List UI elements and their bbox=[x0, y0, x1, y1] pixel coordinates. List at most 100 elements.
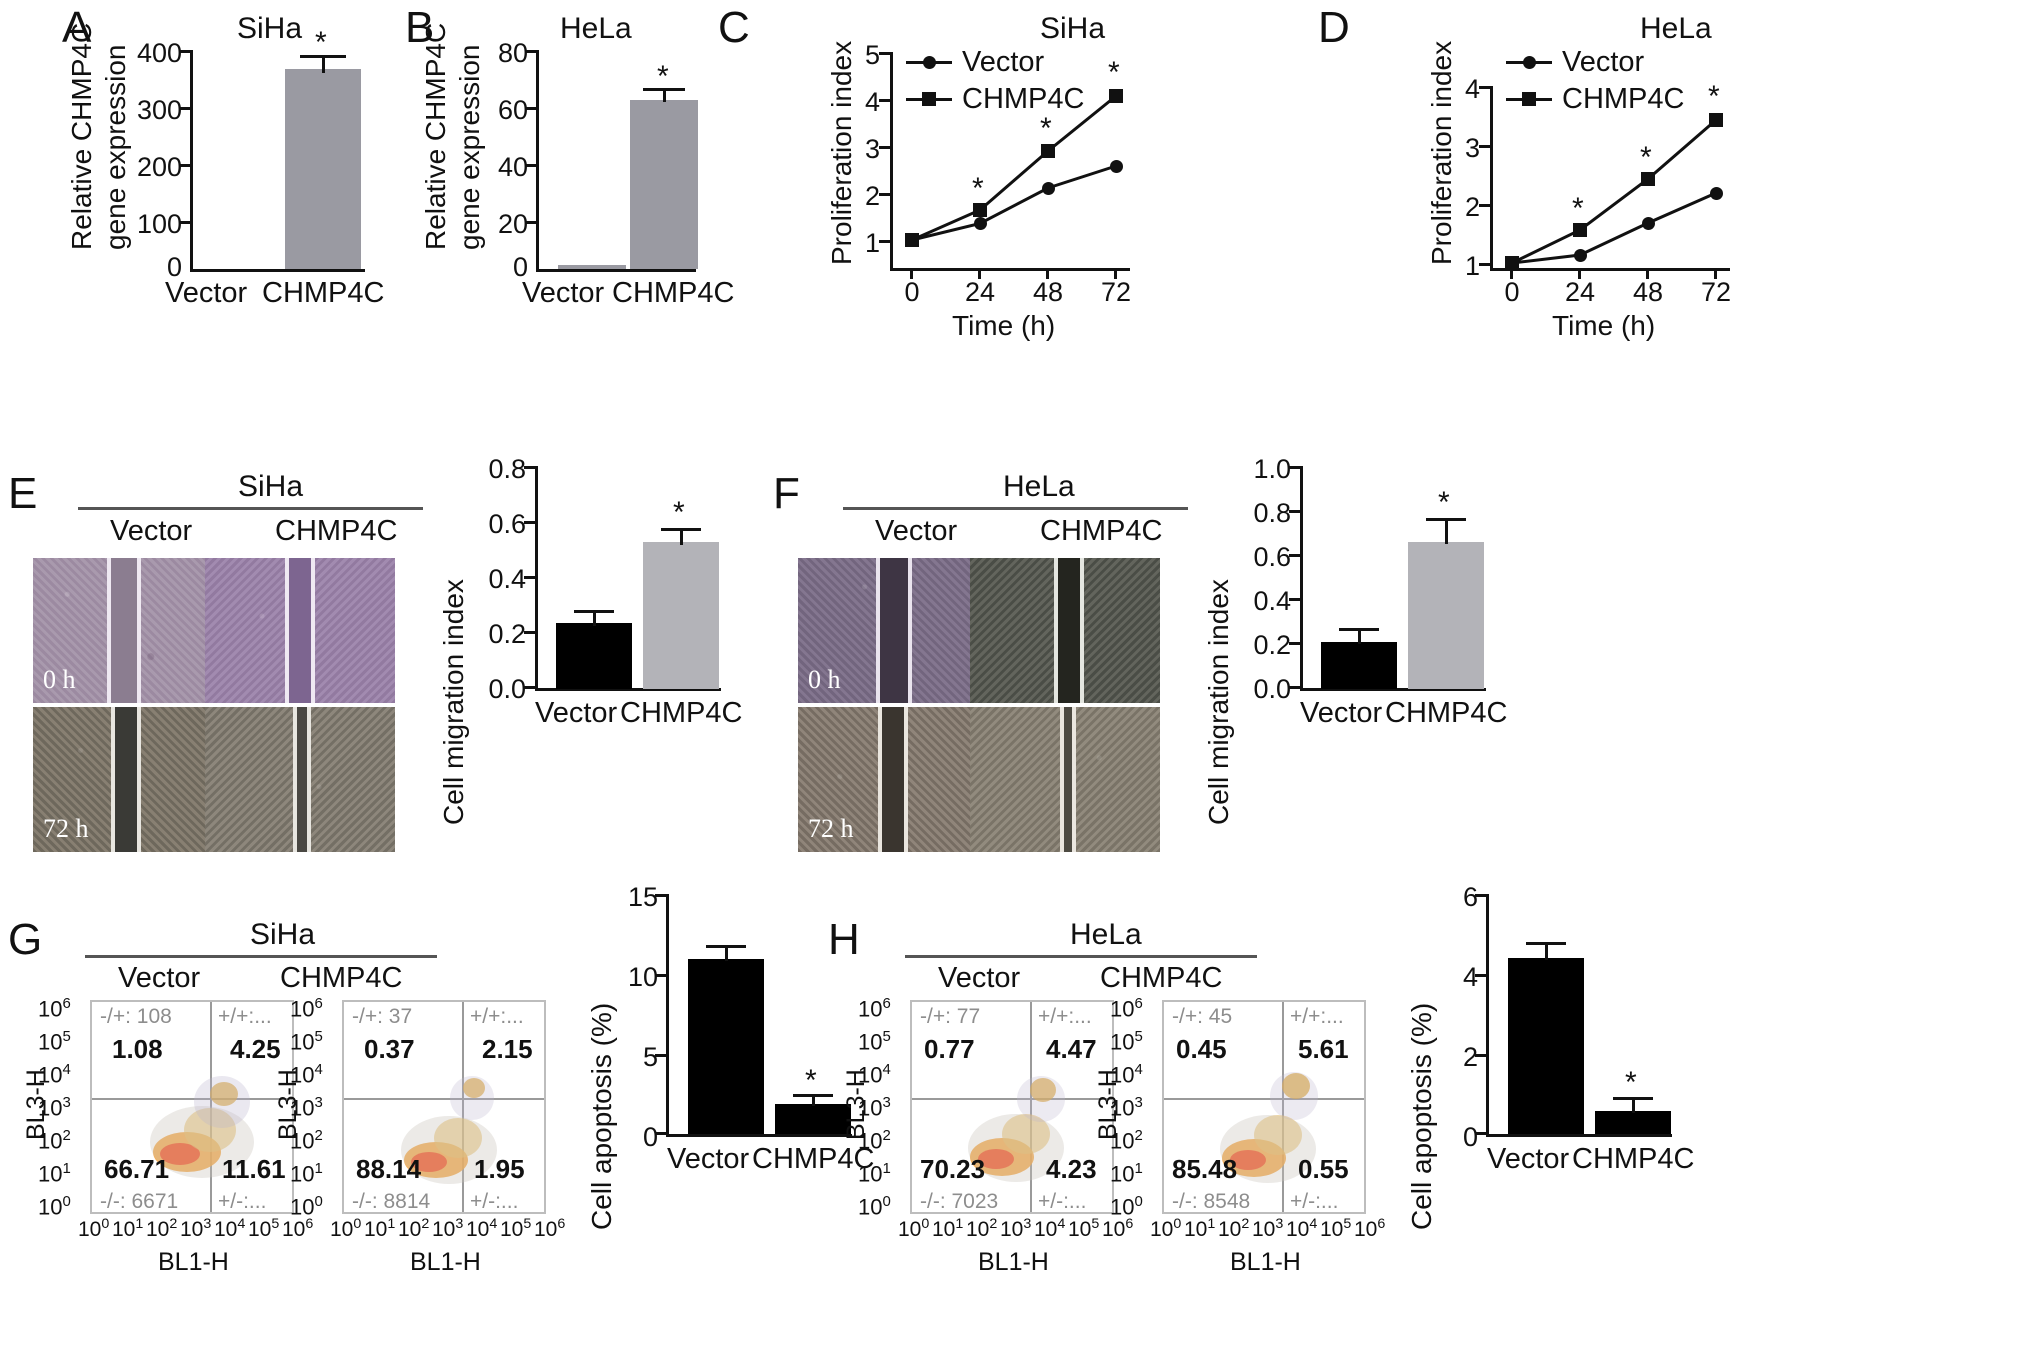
panel-b-error-chmp4c bbox=[663, 88, 666, 102]
panel-f-image-vector-72h: 72 h bbox=[798, 707, 988, 852]
panel-b-tick-60 bbox=[525, 107, 536, 110]
panel-b-category-chmp4c: CHMP4C bbox=[612, 277, 735, 309]
panel-c-xlabel-0: 0 bbox=[904, 277, 920, 307]
panel-h-header-rule bbox=[905, 955, 1257, 958]
panel-g-plot1-count-ul: -/+: 108 bbox=[100, 1005, 172, 1028]
panel-g-plot1-pct-ll: 66.71 bbox=[104, 1154, 170, 1184]
panel-e-tick-04 bbox=[524, 576, 535, 579]
panel-h-bar-chmp4c bbox=[1595, 1111, 1671, 1134]
panel-h-header: HeLa bbox=[1070, 918, 1142, 951]
panel-h-plot2-ytick-0: 100 bbox=[1110, 1193, 1143, 1220]
panel-f-bar-vector bbox=[1321, 642, 1397, 689]
panel-g-plot1-count-lr: +/-:... bbox=[218, 1190, 267, 1213]
panel-f-ytick-00: 0.0 bbox=[1253, 674, 1291, 704]
panel-f-y-axis bbox=[1300, 466, 1303, 691]
panel-d-title: HeLa bbox=[1640, 12, 1712, 45]
panel-e-error-chmp4c bbox=[680, 528, 683, 545]
panel-g-plot2-pct-ur: 2.15 bbox=[482, 1034, 533, 1064]
panel-e-image-vector-0h: 0 h bbox=[33, 558, 223, 703]
panel-h-plot1-count-ur: +/+:... bbox=[1038, 1005, 1092, 1028]
panel-e-significance: * bbox=[673, 496, 685, 529]
panel-g-bar-chmp4c bbox=[775, 1104, 851, 1134]
panel-c-ytick-4: 4 bbox=[864, 87, 880, 117]
panel-g-flowplot-vector: -/+: 108 +/+:... 1.08 4.25 66.71 11.61 -… bbox=[90, 1000, 294, 1214]
panel-d-point-vector-72 bbox=[1710, 187, 1723, 200]
panel-h-plot2-ytick-1: 101 bbox=[1110, 1160, 1143, 1187]
panel-h-plot1-ylabel: BL3-H bbox=[842, 1069, 870, 1140]
panel-b-ytick-40: 40 bbox=[497, 152, 528, 182]
panel-g-column-vector: Vector bbox=[118, 962, 201, 994]
panel-d-point-chmp4c-0 bbox=[1505, 256, 1519, 270]
panel-e-ytick-00: 0.0 bbox=[488, 674, 526, 704]
panel-h-plot1-xtick-2: 102 bbox=[966, 1216, 998, 1241]
panel-a-tick-300 bbox=[179, 107, 190, 110]
panel-d-ytick-3: 3 bbox=[1464, 133, 1480, 163]
panel-f-tick-00 bbox=[1289, 686, 1300, 689]
panel-d-point-chmp4c-24 bbox=[1573, 223, 1587, 237]
panel-g-bar-vector bbox=[688, 959, 764, 1134]
panel-h-plot1-xtick-6: 106 bbox=[1102, 1216, 1134, 1241]
panel-g-plot1-count-ur: +/+:... bbox=[218, 1005, 272, 1028]
panel-h-plot2-quad-hline bbox=[1164, 1098, 1364, 1100]
panel-h-plot1-quad-hline bbox=[912, 1098, 1112, 1100]
panel-c-legend-label-vector: Vector bbox=[962, 46, 1045, 78]
panel-h-plot2-xtick-6: 106 bbox=[1354, 1216, 1386, 1241]
panel-h-plot1-pct-ur: 4.47 bbox=[1046, 1034, 1097, 1064]
panel-d: D HeLa Proliferation index 4 3 2 1 Vecto… bbox=[1310, 0, 1910, 345]
panel-b-ytick-20: 20 bbox=[497, 209, 528, 239]
panel-e-header: SiHa bbox=[238, 470, 304, 503]
panel-h-plot2-xtick-2: 102 bbox=[1218, 1216, 1250, 1241]
panel-b-tick-40 bbox=[525, 164, 536, 167]
panel-f-significance: * bbox=[1438, 486, 1450, 519]
panel-d-letter: D bbox=[1318, 3, 1350, 52]
panel-c-series-vector bbox=[911, 94, 1117, 242]
panel-g-plot2-xtick-2: 102 bbox=[398, 1216, 430, 1241]
panel-c-point-vector-72 bbox=[1110, 160, 1123, 173]
panel-h-plot1-count-ll: -/-: 7023 bbox=[920, 1190, 999, 1213]
panel-g-header-rule bbox=[85, 955, 437, 958]
panel-g-plot2-ytick-5: 105 bbox=[290, 1028, 323, 1055]
panel-e-category-vector: Vector bbox=[535, 697, 618, 729]
panel-f-tick-06 bbox=[1289, 554, 1300, 557]
panel-a-category-vector: Vector bbox=[165, 277, 248, 309]
panel-g-plot1-pct-lr: 11.61 bbox=[222, 1154, 286, 1184]
panel-h-plot2-pct-ll: 85.48 bbox=[1172, 1154, 1238, 1184]
panel-e-ytick-04: 0.4 bbox=[488, 564, 526, 594]
panel-f-tick-10 bbox=[1289, 466, 1300, 469]
panel-d-xtick-48 bbox=[1646, 268, 1649, 279]
panel-g-plot1-ytick-4: 104 bbox=[38, 1061, 71, 1088]
panel-a-error-chmp4c bbox=[322, 55, 325, 73]
panel-b-tick-20 bbox=[525, 221, 536, 224]
panel-g-plot1-events bbox=[150, 1076, 254, 1178]
panel-g-significance: * bbox=[805, 1064, 817, 1097]
panel-f-timelabel-72h: 72 h bbox=[808, 814, 854, 843]
panel-f-column-chmp4c: CHMP4C bbox=[1040, 515, 1163, 547]
panel-f-category-chmp4c: CHMP4C bbox=[1385, 697, 1508, 729]
panel-g-plot2-pct-ll: 88.14 bbox=[356, 1154, 422, 1184]
panel-h-plot1-count-ul: -/+: 77 bbox=[920, 1005, 981, 1028]
panel-g-plot2-ytick-4: 104 bbox=[290, 1061, 323, 1088]
panel-d-significance-48: * bbox=[1640, 141, 1652, 174]
panel-e-image-vector-72h: 72 h bbox=[33, 707, 223, 852]
panel-c-significance-72: * bbox=[1108, 56, 1120, 89]
panel-h-ytick-6: 6 bbox=[1462, 882, 1478, 912]
panel-h-plot2-ytick-4: 104 bbox=[1110, 1061, 1143, 1088]
panel-g-plot2-xtick-0: 100 bbox=[330, 1216, 362, 1241]
panel-h-category-chmp4c: CHMP4C bbox=[1572, 1143, 1695, 1175]
panel-h-y-axis bbox=[1486, 894, 1489, 1137]
panel-g-plot1-xtick-5: 105 bbox=[248, 1216, 280, 1241]
panel-g-plot1-pct-ul: 1.08 bbox=[112, 1034, 163, 1064]
panel-a-tick-400 bbox=[179, 50, 190, 53]
panel-a-title: SiHa bbox=[237, 12, 303, 45]
panel-h-errorcap-vector bbox=[1526, 942, 1566, 945]
panel-a-bar-chmp4c bbox=[285, 69, 361, 269]
panel-a-x-axis bbox=[190, 269, 365, 272]
panel-g-plot2-count-ll: -/-: 8814 bbox=[352, 1190, 431, 1213]
panel-h-ytick-2: 2 bbox=[1462, 1042, 1478, 1072]
panel-g-letter: G bbox=[8, 915, 43, 964]
panel-a-ylabel-1: Relative CHMP4C bbox=[66, 22, 97, 250]
panel-e-timelabel-0h: 0 h bbox=[43, 665, 76, 694]
panel-c-xtick-48 bbox=[1046, 268, 1049, 279]
panel-g-plot1-ytick-1: 101 bbox=[38, 1160, 71, 1187]
panel-f-timelabel-0h: 0 h bbox=[808, 665, 841, 694]
